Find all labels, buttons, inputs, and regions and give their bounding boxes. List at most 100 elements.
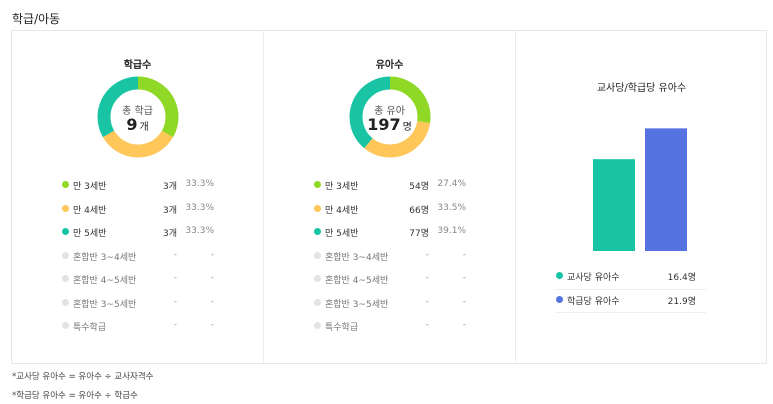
legend-dot-icon [314,298,321,306]
legend-label: 만 5세반 [325,229,359,239]
legend-label: 혼합반 3~5세반 [73,299,137,310]
legend-dot-icon [314,322,321,329]
legend-value: - [425,296,429,307]
legend-dot-icon [556,272,563,279]
footnote-class-ratio: *학급당 유아수 = 유아수 ÷ 학급수 [12,391,138,401]
legend-percent: 39.1% [437,226,466,236]
classes-donut-segment-3 [97,76,179,158]
legend-value: - [173,249,177,260]
children-legend-item: 만 3세반 54명 27.4% [314,175,484,199]
section-title: 학급/아동 [12,12,61,26]
classes-legend: 만 3세반 3개 33.3% 만 4세반 3개 33.3% 만 5세반 3개 33.3% 혼합반 … [62,175,232,340]
legend-dot-icon [62,251,69,259]
children-legend: 만 3세반 54명 27.4% 만 4세반 66명 33.5% 만 5세반 77명 39.1% 혼… [314,175,484,340]
legend-dot-icon [556,295,563,303]
classes-total-unit: 개 [139,122,149,133]
legend-percent: 33.3% [185,179,214,189]
legend-value: - [425,249,429,260]
ratio-title: 교사당/학급당 유아수 [596,83,687,94]
classes-center-label: 총 학급 [122,106,153,117]
legend-percent: - [210,249,214,260]
legend-percent: - [462,296,466,307]
legend-dot-icon [62,275,69,282]
children-legend-item: 만 4세반 66명 33.5% [314,199,484,223]
legend-value: 77명 [409,229,429,239]
legend-dot-icon [314,181,321,188]
legend-value: 66명 [409,205,429,216]
footnote-teacher-ratio: *교사당 유아수 = 유아수 ÷ 교사자격수 [12,372,154,382]
legend-label: 만 4세반 [325,205,359,216]
classes-title: 학급수 [123,60,152,71]
children-donut-segment-3 [349,76,431,158]
classes-legend-item: 만 5세반 3개 33.3% [62,222,232,246]
legend-label: 만 3세반 [325,182,359,192]
ratio-legend-item: 학급당 유아수 21.9명 [556,290,706,313]
classes-legend-item: 혼합반 3~5세반 - - [62,293,232,317]
legend-label: 특수학급 [73,323,107,333]
bar-teacher-ratio [593,159,635,251]
legend-dot-icon [62,322,69,329]
legend-value: 3개 [162,229,177,239]
legend-percent: - [462,249,466,260]
classes-legend-item: 만 3세반 3개 33.3% [62,175,232,199]
children-column: 유아수 총 유아 197 명 만 3세반 54명 27.4% 만 4세반 66명 33.5%… [264,31,515,363]
legend-label: 혼합반 4~5세반 [325,276,389,286]
legend-percent: 27.4% [437,179,466,189]
bar-class-ratio [645,128,687,251]
legend-label: 만 5세반 [73,229,107,239]
legend-percent: - [210,320,214,330]
legend-value: 3개 [162,182,177,192]
children-donut-segment-2 [349,76,431,158]
children-center-label: 총 유아 [374,106,405,117]
legend-label: 특수학급 [325,323,359,333]
legend-value: - [173,296,177,307]
legend-percent: - [210,296,214,307]
legend-value: 16.4명 [667,273,696,283]
children-legend-item: 특수학급 - - [314,316,484,340]
classes-legend-item: 혼합반 4~5세반 - - [62,269,232,293]
legend-label: 학급당 유아수 [567,296,620,307]
children-legend-item: 만 5세반 77명 39.1% [314,222,484,246]
classes-legend-item: 만 4세반 3개 33.3% [62,199,232,223]
legend-value: - [425,273,429,283]
legend-label: 혼합반 3~4세반 [325,252,389,263]
ratio-legend-item: 교사당 유아수 16.4명 [556,266,706,290]
legend-percent: 33.3% [185,202,214,213]
legend-dot-icon [62,181,69,188]
legend-dot-icon [314,251,321,259]
legend-percent: - [462,273,466,283]
legend-value: 3개 [162,205,177,216]
legend-label: 혼합반 3~5세반 [325,299,389,310]
children-center-value: 197 명 [264,115,515,134]
legend-label: 만 3세반 [73,182,107,192]
children-total: 197 [367,115,401,134]
classes-donut-segment-2 [97,76,179,158]
classes-total: 9 [126,115,138,134]
legend-value: 21.9명 [667,296,696,307]
legend-label: 혼합반 3~4세반 [73,252,137,263]
legend-dot-icon [314,228,321,235]
legend-percent: 33.5% [437,202,466,213]
ratio-bar-chart [593,128,687,251]
children-legend-item: 혼합반 3~4세반 - - [314,246,484,270]
legend-percent: 33.3% [185,226,214,236]
legend-percent: - [462,320,466,330]
legend-label: 교사당 유아수 [567,273,620,283]
legend-dot-icon [62,204,69,212]
legend-value: 54명 [409,182,429,192]
legend-value: - [173,273,177,283]
legend-label: 만 4세반 [73,205,107,216]
legend-value: - [173,320,177,330]
legend-label: 혼합반 4~5세반 [73,276,137,286]
classes-legend-item: 특수학급 - - [62,316,232,340]
legend-dot-icon [62,298,69,306]
children-legend-item: 혼합반 3~5세반 - - [314,293,484,317]
children-donut-chart [349,76,431,158]
legend-dot-icon [314,275,321,282]
column-divider [263,31,264,363]
children-title: 유아수 [375,60,404,71]
